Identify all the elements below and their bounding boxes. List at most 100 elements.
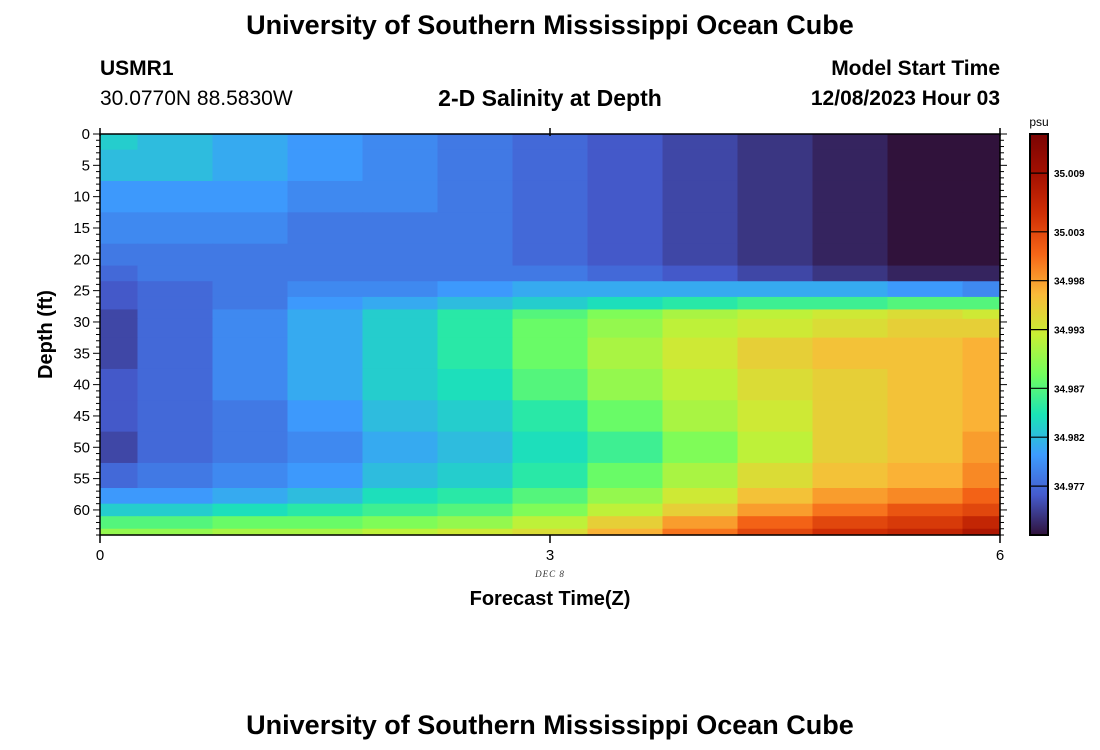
heatmap-cell bbox=[662, 462, 739, 489]
heatmap-cell bbox=[887, 149, 964, 182]
page-title: University of Southern Mississippi Ocean… bbox=[246, 10, 854, 40]
colorbar-tick-label: 34.982 bbox=[1054, 433, 1085, 444]
y-tick-label: 25 bbox=[73, 283, 90, 300]
heatmap-cell bbox=[812, 149, 889, 182]
y-tick-label: 50 bbox=[73, 439, 90, 456]
heatmap-cell bbox=[287, 243, 364, 267]
heatmap-cell bbox=[812, 180, 889, 213]
heatmap-cell bbox=[512, 149, 589, 182]
heatmap-cell bbox=[287, 180, 364, 213]
heatmap-cell bbox=[512, 368, 589, 401]
heatmap-cell bbox=[287, 431, 364, 464]
heatmap-cell bbox=[812, 265, 889, 282]
heatmap-cell bbox=[737, 281, 814, 298]
y-tick-label: 5 bbox=[82, 157, 90, 174]
heatmap-cell bbox=[362, 149, 439, 182]
heatmap-cell bbox=[437, 212, 514, 245]
y-tick-label: 15 bbox=[73, 220, 90, 237]
heatmap-cell bbox=[437, 281, 514, 298]
heatmap-cell bbox=[437, 265, 514, 282]
heatmap-cell bbox=[737, 296, 814, 311]
heatmap-cell bbox=[437, 337, 514, 370]
heatmap-cell bbox=[962, 516, 1001, 530]
x-tick-label: 0 bbox=[96, 547, 104, 564]
heatmap-cell bbox=[887, 462, 964, 489]
heatmap-cell bbox=[512, 462, 589, 489]
heatmap-cell bbox=[962, 368, 1001, 401]
heatmap-cell bbox=[137, 431, 214, 464]
heatmap-cell bbox=[812, 337, 889, 370]
model-start-label: Model Start Time bbox=[831, 57, 1000, 80]
colorbar-tick-label: 34.998 bbox=[1054, 277, 1085, 288]
heatmap-cell bbox=[137, 180, 214, 213]
heatmap-cell bbox=[737, 243, 814, 267]
heatmap-cell bbox=[812, 368, 889, 401]
heatmap-cell bbox=[437, 368, 514, 401]
heatmap-cells bbox=[100, 134, 1001, 536]
heatmap-cell bbox=[137, 503, 214, 517]
heatmap-cell bbox=[662, 134, 739, 151]
heatmap-cell bbox=[962, 243, 1001, 267]
heatmap-cell bbox=[737, 368, 814, 401]
heatmap-cell bbox=[737, 212, 814, 245]
heatmap-cell bbox=[587, 318, 664, 339]
heatmap-cell bbox=[512, 243, 589, 267]
heatmap-cell bbox=[887, 400, 964, 433]
heatmap-cell bbox=[287, 337, 364, 370]
heatmap-cell bbox=[587, 281, 664, 298]
heatmap-cell bbox=[287, 488, 364, 505]
y-tick-label: 10 bbox=[73, 189, 90, 206]
heatmap-cell bbox=[100, 400, 139, 433]
x-axis-title: Forecast Time(Z) bbox=[470, 588, 631, 610]
heatmap-cell bbox=[512, 309, 589, 320]
y-tick-label: 60 bbox=[73, 502, 90, 519]
heatmap-cell bbox=[887, 528, 964, 536]
heatmap-cell bbox=[512, 212, 589, 245]
heatmap-cell bbox=[662, 281, 739, 298]
heatmap-cell bbox=[812, 462, 889, 489]
heatmap-cell bbox=[287, 503, 364, 517]
heatmap-cell bbox=[437, 462, 514, 489]
heatmap-cell bbox=[812, 243, 889, 267]
heatmap-cell bbox=[662, 516, 739, 530]
heatmap-cell bbox=[137, 400, 214, 433]
heatmap-cell bbox=[212, 281, 289, 298]
heatmap-cell bbox=[100, 368, 139, 401]
heatmap-cell bbox=[587, 309, 664, 320]
colorbar-tick-label: 34.977 bbox=[1054, 482, 1085, 493]
heatmap-cell bbox=[662, 265, 739, 282]
heatmap-cell bbox=[737, 462, 814, 489]
heatmap-cell bbox=[587, 134, 664, 151]
heatmap-cell bbox=[212, 488, 289, 505]
heatmap-cell bbox=[362, 503, 439, 517]
heatmap-cell bbox=[587, 516, 664, 530]
heatmap-cell bbox=[662, 296, 739, 311]
heatmap-cell bbox=[100, 265, 139, 282]
y-axis: 0 5 10 15 20 25 30 35 40 45 50 55 60 bbox=[73, 126, 1007, 536]
heatmap-cell bbox=[887, 180, 964, 213]
heatmap-cell bbox=[362, 516, 439, 530]
heatmap-cell bbox=[812, 296, 889, 311]
heatmap-cell bbox=[887, 318, 964, 339]
heatmap-cell bbox=[100, 528, 139, 536]
heatmap-cell bbox=[137, 265, 214, 282]
heatmap-cell bbox=[812, 431, 889, 464]
heatmap-cell bbox=[362, 400, 439, 433]
heatmap-cell bbox=[437, 431, 514, 464]
heatmap-cell bbox=[512, 400, 589, 433]
heatmap-cell bbox=[662, 337, 739, 370]
heatmap-cell bbox=[812, 212, 889, 245]
heatmap-cell bbox=[662, 400, 739, 433]
heatmap-cell bbox=[100, 431, 139, 464]
heatmap-cell bbox=[587, 528, 664, 536]
heatmap-cell bbox=[212, 212, 289, 245]
heatmap-cell bbox=[212, 431, 289, 464]
heatmap-cell bbox=[587, 149, 664, 182]
heatmap-cell bbox=[437, 309, 514, 320]
heatmap-cell bbox=[587, 212, 664, 245]
heatmap-cell bbox=[587, 488, 664, 505]
heatmap-cell bbox=[137, 318, 214, 339]
heatmap-cell bbox=[962, 265, 1001, 282]
heatmap-cell bbox=[437, 180, 514, 213]
